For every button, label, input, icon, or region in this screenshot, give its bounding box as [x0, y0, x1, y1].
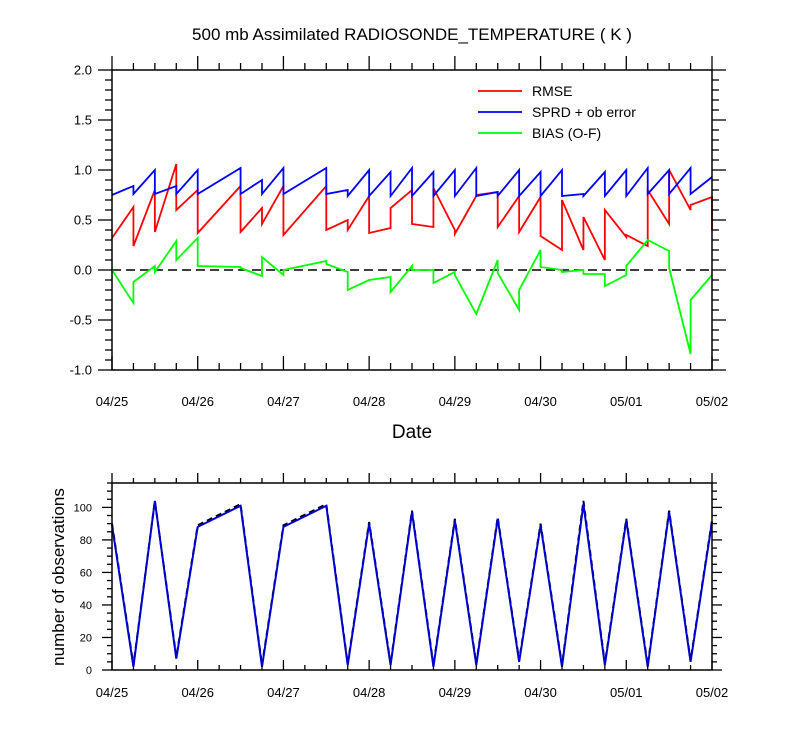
bottom-chart-series-group: [111, 500, 713, 667]
top-chart-y-tick-label: 1.0: [74, 163, 92, 178]
top-chart-series-sprd-ob-error: [111, 165, 713, 199]
top-chart-y-tick-label: -0.5: [70, 313, 92, 328]
bottom-chart-x-tick-label: 05/01: [610, 685, 643, 700]
bottom-chart-x-tick-label: 04/25: [96, 685, 129, 700]
bottom-chart-x-tick-label: 04/30: [524, 685, 557, 700]
bottom-chart-x-tick-label: 04/27: [267, 685, 300, 700]
top-chart-x-axis-label: Date: [392, 422, 432, 443]
top-chart-y-tick-label: 1.5: [74, 113, 92, 128]
top-chart-x-tick-label: 04/30: [524, 394, 557, 409]
top-chart-series-group: [111, 163, 713, 355]
top-chart-y-tick-label: 0.0: [74, 263, 92, 278]
bottom-chart-y-axis-label: number of observations: [49, 488, 68, 666]
bottom-chart-ticks: [102, 473, 722, 671]
top-chart-ticks: [98, 56, 726, 371]
top-chart-y-tick-label: 2.0: [74, 63, 92, 78]
bottom-chart-y-tick-label: 20: [80, 632, 92, 644]
legend-label-bias: BIAS (O-F): [532, 125, 601, 141]
legend-label-sprd: SPRD + ob error: [532, 104, 636, 120]
top-chart-x-tick-label: 04/27: [267, 394, 300, 409]
bottom-chart-y-tick-label: 80: [80, 535, 92, 547]
top-chart-title: 500 mb Assimilated RADIOSONDE_TEMPERATUR…: [192, 25, 632, 44]
bottom-chart-y-tick-label: 40: [80, 600, 92, 612]
top-chart: 500 mb Assimilated RADIOSONDE_TEMPERATUR…: [70, 25, 729, 443]
bottom-chart-x-tick-label: 04/28: [353, 685, 386, 700]
bottom-chart-y-tick-labels: 0 20 40 60 80 100: [74, 502, 92, 677]
top-chart-x-tick-label: 04/29: [439, 394, 472, 409]
bottom-chart-x-tick-labels: 04/25 04/26 04/27 04/28 04/29 04/30 05/01 05/02: [96, 685, 729, 700]
top-chart-x-tick-label: 04/28: [353, 394, 386, 409]
bottom-chart-y-tick-label: 60: [80, 567, 92, 579]
top-chart-x-tick-label: 04/25: [96, 394, 129, 409]
top-chart-x-tick-label: 04/26: [181, 394, 214, 409]
bottom-chart-y-tick-label: 0: [86, 665, 92, 677]
top-chart-x-tick-label: 05/01: [610, 394, 643, 409]
top-chart-x-tick-labels: 04/25 04/26 04/27 04/28 04/29 04/30 05/01 05/02: [96, 394, 729, 409]
legend: RMSE SPRD + ob error BIAS (O-F): [478, 83, 636, 141]
bottom-chart-series-observations-solid: [111, 500, 713, 667]
bottom-chart-x-tick-label: 04/29: [439, 685, 472, 700]
top-chart-y-tick-label: 0.5: [74, 213, 92, 228]
top-chart-y-tick-label: -1.0: [70, 363, 92, 378]
top-chart-series-bias-o-f: [111, 235, 713, 355]
top-chart-x-tick-label: 05/02: [696, 394, 729, 409]
bottom-chart-x-tick-label: 05/02: [696, 685, 729, 700]
legend-label-rmse: RMSE: [532, 83, 572, 99]
bottom-chart-y-tick-label: 100: [74, 502, 92, 514]
bottom-chart-x-tick-label: 04/26: [181, 685, 214, 700]
top-chart-y-tick-labels: -1.0 -0.5 0.0 0.5 1.0 1.5 2.0: [70, 63, 92, 378]
